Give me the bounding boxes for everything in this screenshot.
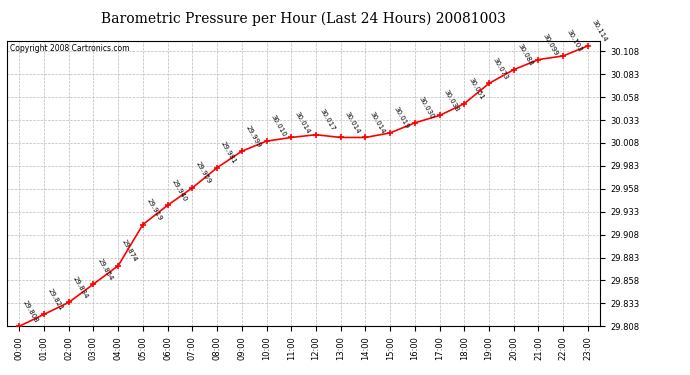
- Text: 29.999: 29.999: [244, 124, 262, 148]
- Text: 30.019: 30.019: [393, 106, 411, 130]
- Text: 30.088: 30.088: [517, 42, 534, 67]
- Text: 29.808: 29.808: [22, 299, 39, 324]
- Text: 30.017: 30.017: [319, 108, 336, 132]
- Text: 29.874: 29.874: [121, 239, 139, 263]
- Text: Copyright 2008 Cartronics.com: Copyright 2008 Cartronics.com: [10, 44, 129, 53]
- Text: 30.014: 30.014: [368, 110, 386, 135]
- Text: 29.834: 29.834: [72, 275, 89, 300]
- Text: 29.821: 29.821: [47, 287, 64, 312]
- Text: 30.014: 30.014: [294, 110, 311, 135]
- Text: Barometric Pressure per Hour (Last 24 Hours) 20081003: Barometric Pressure per Hour (Last 24 Ho…: [101, 11, 506, 26]
- Text: 29.959: 29.959: [195, 161, 213, 185]
- Text: 29.854: 29.854: [96, 257, 114, 281]
- Text: 30.099: 30.099: [541, 32, 559, 57]
- Text: 30.010: 30.010: [269, 114, 287, 138]
- Text: 30.014: 30.014: [344, 110, 361, 135]
- Text: 29.919: 29.919: [146, 197, 163, 222]
- Text: 30.038: 30.038: [442, 88, 460, 113]
- Text: 30.114: 30.114: [591, 19, 608, 43]
- Text: 30.073: 30.073: [492, 56, 509, 81]
- Text: 30.103: 30.103: [566, 29, 584, 53]
- Text: 29.981: 29.981: [220, 141, 237, 165]
- Text: 30.051: 30.051: [467, 76, 484, 101]
- Text: 30.030: 30.030: [417, 96, 435, 120]
- Text: 29.940: 29.940: [170, 178, 188, 203]
